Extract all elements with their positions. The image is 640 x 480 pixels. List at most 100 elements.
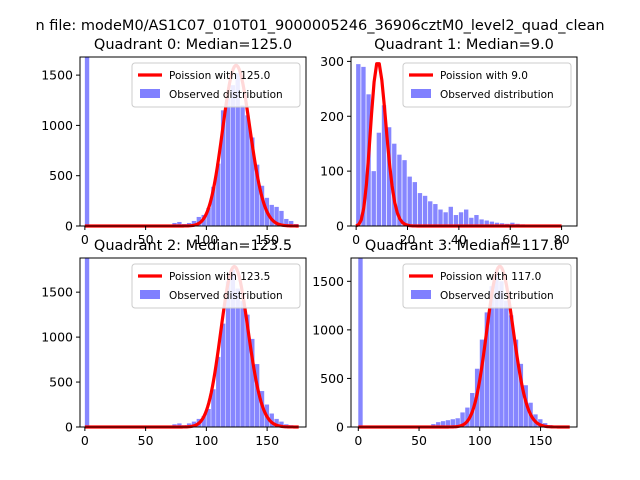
histogram-bar — [376, 132, 382, 226]
histogram-bar — [494, 271, 499, 427]
histogram-bar — [250, 137, 255, 226]
histogram-bar — [460, 412, 465, 427]
legend: Poission with 123.5 Observed distribution — [131, 263, 301, 309]
legend-observed-label: Observed distribution — [169, 290, 283, 302]
x-tick-label: 80 — [554, 232, 570, 247]
histogram-bar — [245, 115, 250, 226]
histogram-bar — [474, 215, 479, 226]
histogram-bar — [458, 212, 464, 226]
histogram-bar — [450, 419, 456, 427]
histogram-bar — [259, 185, 265, 226]
histogram-bar — [479, 339, 485, 427]
x-tick-label: 40 — [451, 232, 467, 247]
legend-observed-swatch — [411, 290, 431, 299]
legend-box — [131, 62, 301, 108]
histogram-bar — [412, 182, 418, 226]
x-tick-label: 150 — [255, 232, 279, 247]
figure-suptitle: n file: modeM0/AS1C07_010T01_9000005246_… — [35, 18, 604, 34]
histogram-bar — [177, 221, 182, 226]
subplot-title: Quadrant 1: Median=9.0 — [374, 37, 554, 53]
histogram-bar — [510, 222, 515, 226]
histogram-bar — [479, 219, 484, 226]
histogram-bar — [407, 176, 412, 226]
x-tick-label: 100 — [194, 433, 218, 448]
histogram-bar — [225, 98, 231, 226]
legend: Poission with 125.0 Observed distribution — [131, 62, 301, 108]
histogram-bar — [494, 222, 500, 226]
histogram-bar — [220, 110, 226, 226]
y-tick-label: 1000 — [41, 118, 73, 133]
histogram-bar — [201, 416, 206, 427]
histogram-bar — [279, 421, 284, 427]
histogram-bar — [417, 193, 423, 226]
histogram-bar — [361, 66, 366, 227]
subplot-quadrant-1: 0 20 40 60 80 0 100 200 300 Quadrant 1: Median=9.… — [320, 37, 578, 247]
histogram-bar — [484, 312, 490, 427]
x-tick-label: 150 — [255, 433, 279, 448]
histogram-bar — [518, 363, 524, 427]
histogram-bar — [438, 209, 443, 226]
y-tick-label: 500 — [49, 168, 73, 183]
histogram-bar — [206, 207, 211, 226]
histogram-bar — [240, 105, 245, 226]
x-tick-label: 50 — [138, 232, 154, 247]
histogram-bar — [250, 338, 255, 427]
histogram-bar — [216, 163, 221, 226]
x-tick-label: 60 — [502, 232, 518, 247]
histogram-bar — [484, 220, 489, 226]
histogram-bar — [436, 422, 441, 427]
histogram-bar — [225, 281, 231, 427]
histogram-bar — [274, 206, 279, 226]
histogram-bar — [245, 314, 250, 427]
y-tick-label: 0 — [336, 219, 344, 234]
x-tick-label: 100 — [468, 433, 492, 448]
histogram-bars — [84, 57, 299, 227]
x-tick-label: 150 — [529, 433, 553, 448]
legend: Poission with 9.0 Observed distribution — [402, 62, 572, 108]
subplot-title: Quadrant 0: Median=125.0 — [94, 37, 292, 53]
y-tick-label: 1000 — [312, 322, 344, 337]
histogram-bar — [392, 143, 397, 226]
legend: Poission with 117.0 Observed distribution — [402, 263, 572, 309]
y-tick-label: 0 — [65, 420, 73, 435]
subplot-title: Quadrant 2: Median=123.5 — [94, 238, 292, 254]
axes-frame — [79, 56, 307, 227]
y-tick-label: 1500 — [312, 274, 344, 289]
histogram-bar — [513, 339, 519, 427]
histogram-bar — [191, 220, 197, 226]
histogram-bar — [211, 186, 216, 226]
histogram-bar — [216, 356, 221, 427]
x-tick-label: 0 — [81, 232, 89, 247]
histogram-bar — [508, 315, 514, 427]
histogram-bar — [386, 127, 392, 226]
histogram-bar — [206, 409, 211, 427]
histogram-bar — [358, 258, 363, 427]
histogram-bar — [254, 364, 260, 427]
histogram-bar — [235, 288, 240, 427]
histogram-bar — [240, 301, 245, 427]
axes-frame — [79, 257, 307, 428]
y-tick-label: 0 — [336, 420, 344, 435]
histogram-bar — [397, 154, 402, 226]
histogram-bar — [455, 418, 460, 427]
legend-observed-label: Observed distribution — [440, 89, 554, 101]
x-tick-label: 100 — [194, 232, 218, 247]
subplot-title: Quadrant 3: Median=117.0 — [365, 238, 563, 254]
histogram-bar — [284, 218, 289, 226]
y-tick-label: 0 — [65, 219, 73, 234]
x-tick-label: 50 — [138, 433, 154, 448]
y-tick-label: 500 — [49, 375, 73, 390]
legend-observed-label: Observed distribution — [440, 290, 554, 302]
histogram-bar — [356, 64, 361, 226]
legend-observed-label: Observed distribution — [169, 89, 283, 101]
axes-frame — [350, 257, 578, 428]
legend-box — [402, 62, 572, 108]
histogram-bar — [269, 204, 274, 226]
histogram-bar — [428, 201, 433, 226]
x-tick-label: 0 — [352, 232, 360, 247]
legend-box — [131, 263, 301, 309]
y-tick-label: 1500 — [41, 68, 73, 83]
